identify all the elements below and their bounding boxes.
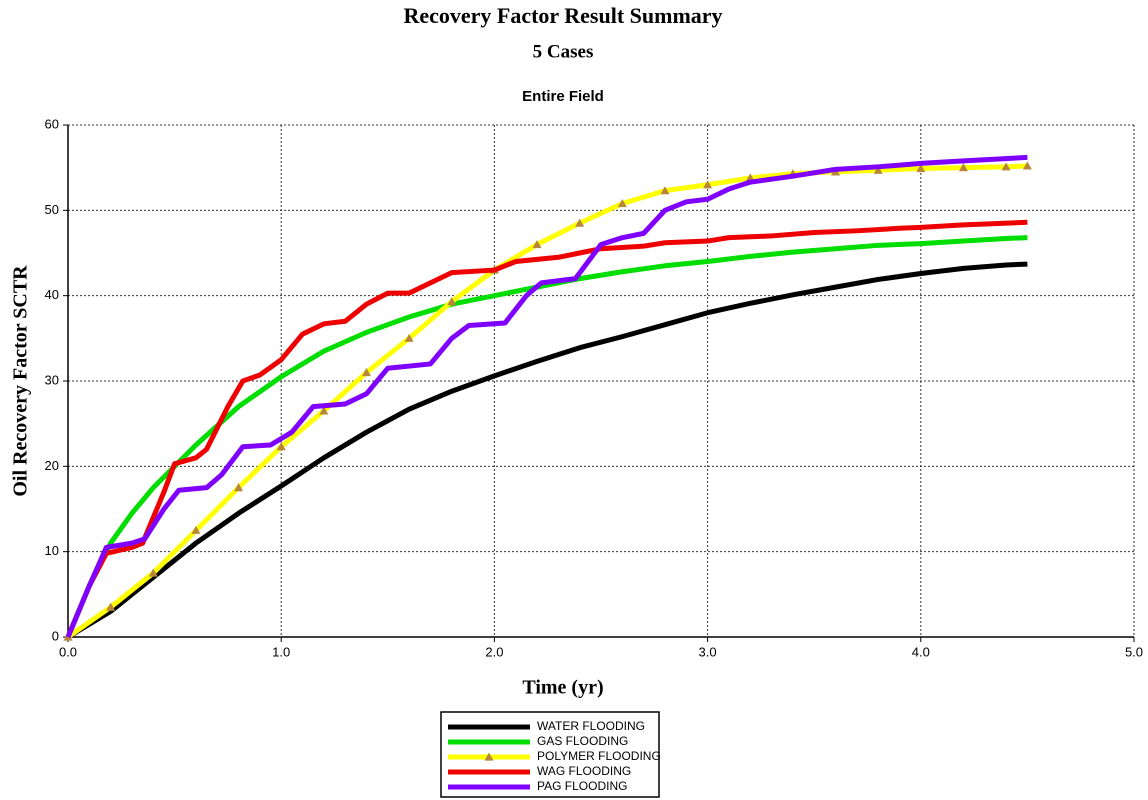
chart-subtitle: 5 Cases <box>533 41 594 62</box>
series-line <box>65 219 1028 638</box>
y-tick-label: 20 <box>45 458 59 473</box>
legend-label: WAG FLOODING <box>537 764 631 778</box>
marker <box>703 180 713 189</box>
marker <box>276 442 286 451</box>
series-line <box>65 235 1028 638</box>
marker <box>1001 162 1011 171</box>
y-tick-label: 30 <box>45 372 59 387</box>
y-tick-label: 40 <box>45 287 59 302</box>
marker <box>191 525 201 534</box>
y-axis-label: Oil Recovery Factor SCTR <box>10 265 32 497</box>
chart-title: Recovery Factor Result Summary <box>403 3 722 28</box>
marker <box>106 602 116 611</box>
y-tick-label: 10 <box>45 543 59 558</box>
y-tick-label: 60 <box>45 116 59 131</box>
marker <box>361 367 371 377</box>
marker <box>404 333 414 342</box>
x-tick-label: 1.0 <box>272 644 290 659</box>
x-axis-label: Time (yr) <box>522 677 603 699</box>
series-line <box>65 154 1028 638</box>
legend-label: PAG FLOODING <box>537 779 627 793</box>
y-tick-label: 50 <box>45 202 59 217</box>
marker <box>148 568 158 577</box>
marker <box>447 297 457 306</box>
marker <box>617 199 627 208</box>
legend-label: WATER FLOODING <box>537 719 645 733</box>
series-line <box>66 163 1028 640</box>
x-tick-label: 0.0 <box>59 644 77 659</box>
marker <box>660 186 670 195</box>
x-tick-label: 2.0 <box>485 644 503 659</box>
marker <box>916 164 926 173</box>
marker <box>575 218 585 227</box>
legend-label: GAS FLOODING <box>537 734 628 748</box>
marker <box>1022 161 1032 170</box>
marker <box>873 165 883 174</box>
marker <box>234 483 244 492</box>
y-tick-label: 0 <box>52 628 59 643</box>
legend-label: POLYMER FLOODING <box>537 749 661 763</box>
marker <box>958 163 968 172</box>
series-line <box>66 261 1028 640</box>
legend-marker <box>484 752 494 761</box>
x-tick-label: 4.0 <box>912 644 930 659</box>
marker <box>532 239 542 249</box>
marker <box>319 406 329 415</box>
annotation: Entire Field <box>522 88 604 105</box>
x-tick-label: 3.0 <box>699 644 717 659</box>
x-tick-label: 5.0 <box>1125 644 1143 659</box>
